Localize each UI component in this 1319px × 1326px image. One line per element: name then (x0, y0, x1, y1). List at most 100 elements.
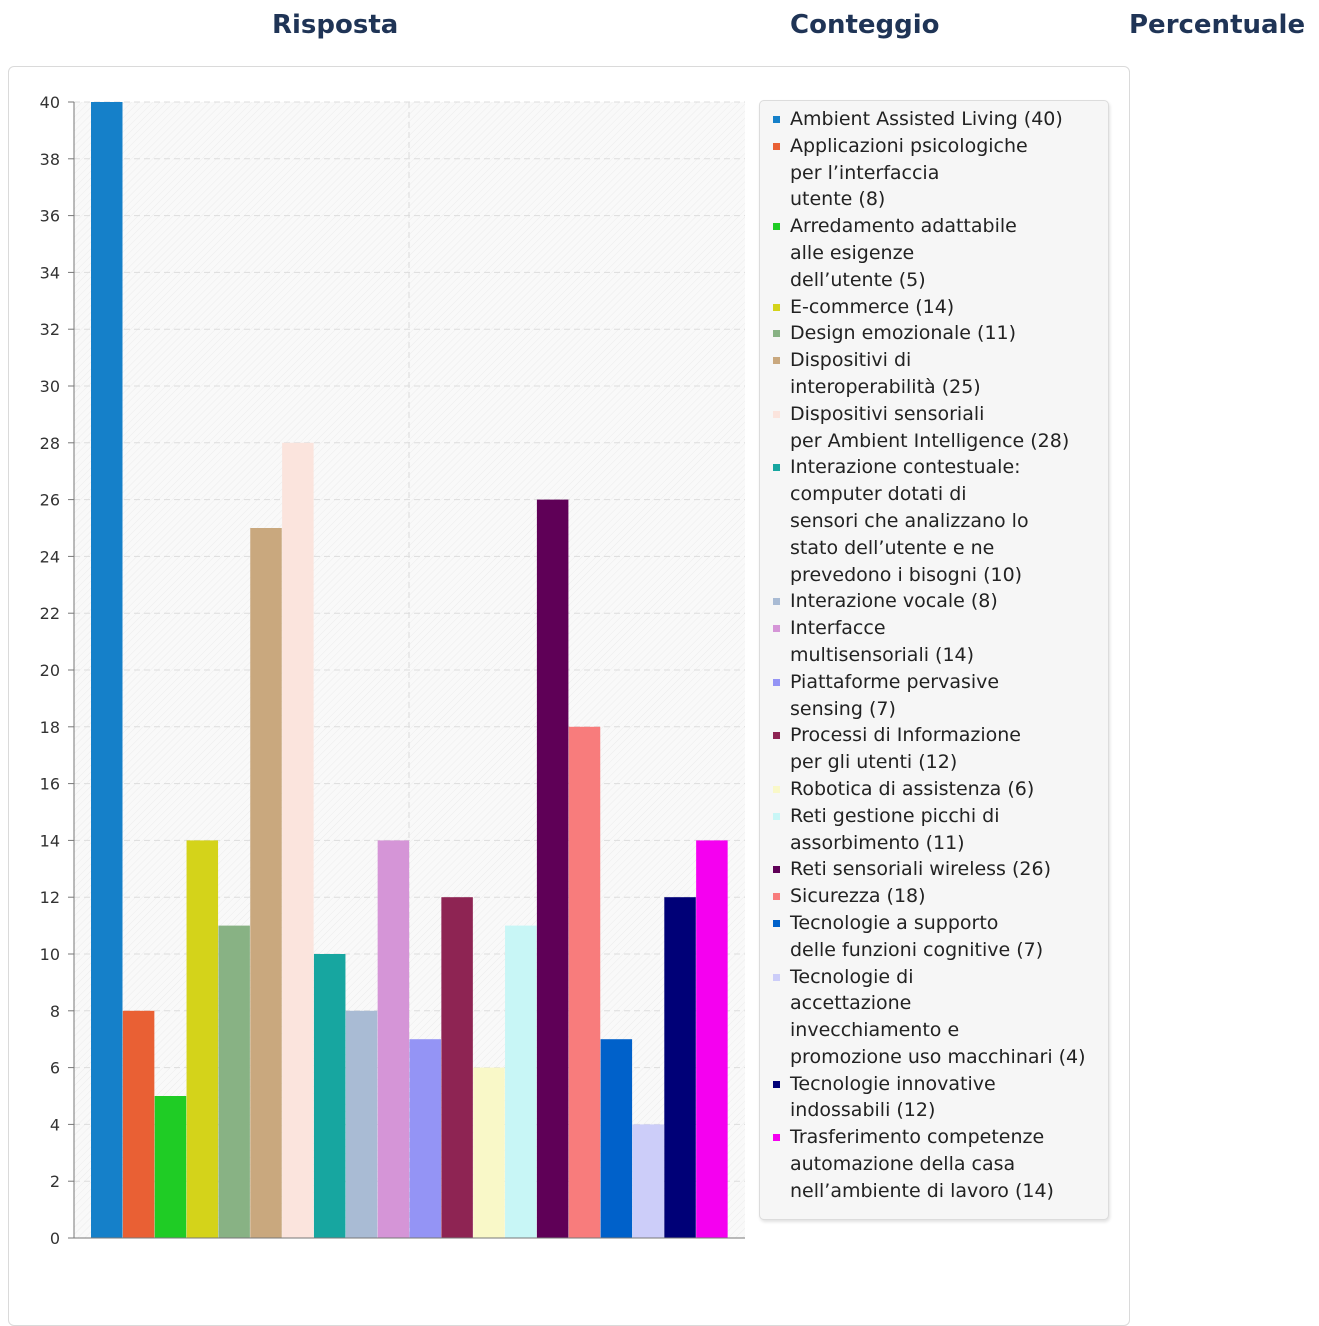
chart-legend: Ambient Assisted Living (40) Applicazioni… (759, 100, 1109, 1220)
y-tick-label: 32 (40, 320, 60, 339)
legend-swatch (773, 330, 780, 338)
y-tick-label: 0 (50, 1229, 60, 1248)
legend-swatch (773, 142, 780, 150)
legend-swatch (773, 1134, 780, 1142)
y-tick-label: 16 (40, 775, 60, 794)
bar[interactable] (473, 1067, 505, 1238)
bar[interactable] (505, 925, 537, 1238)
legend-swatch (773, 732, 780, 740)
legend-item[interactable]: Processi di Informazione per gli utenti … (773, 722, 1102, 776)
bar[interactable] (441, 897, 473, 1238)
legend-swatch (773, 785, 780, 793)
legend-swatch (773, 303, 780, 311)
legend-item[interactable]: Ambient Assisted Living (40) (773, 106, 1102, 133)
y-tick-label: 12 (40, 888, 60, 907)
legend-label: Interazione contestuale: computer dotati… (790, 456, 1029, 586)
legend-swatch (773, 919, 780, 927)
legend-label: Arredamento adattabile alle esigenze del… (790, 215, 1017, 291)
legend-label: Tecnologie a supporto delle funzioni cog… (790, 911, 1044, 961)
bar[interactable] (122, 1010, 155, 1238)
bar[interactable] (218, 925, 250, 1238)
bar[interactable] (377, 840, 410, 1238)
legend-item[interactable]: Arredamento adattabile alle esigenze del… (773, 213, 1102, 293)
bar[interactable] (313, 954, 346, 1238)
y-tick-label: 8 (50, 1002, 60, 1021)
bar[interactable] (409, 1039, 442, 1238)
bar[interactable] (154, 1096, 187, 1238)
legend-label: Tecnologie innovative indossabili (12) (790, 1072, 996, 1122)
legend-swatch (773, 625, 780, 633)
legend-swatch (773, 357, 780, 365)
legend-item[interactable]: Interfacce multisensoriali (14) (773, 615, 1102, 669)
legend-item[interactable]: Tecnologie innovative indossabili (12) (773, 1071, 1102, 1125)
bar[interactable] (345, 1010, 378, 1238)
legend-item[interactable]: Piattaforme pervasive sensing (7) (773, 669, 1102, 723)
legend-item[interactable]: Reti sensoriali wireless (26) (773, 856, 1102, 883)
legend-label: Trasferimento competenze automazione del… (790, 1126, 1054, 1202)
legend-swatch (773, 812, 780, 820)
y-tick-label: 14 (40, 831, 60, 850)
bar[interactable] (186, 840, 219, 1238)
y-tick-label: 2 (50, 1172, 60, 1191)
legend-item[interactable]: Applicazioni psicologiche per l’interfac… (773, 133, 1102, 213)
legend-item[interactable]: Robotica di assistenza (6) (773, 776, 1102, 803)
y-tick-label: 24 (40, 547, 60, 566)
legend-label: Applicazioni psicologiche per l’interfac… (790, 134, 1028, 211)
legend-item[interactable]: Interazione vocale (8) (773, 588, 1102, 615)
y-tick-label: 36 (40, 207, 60, 226)
header-risposta: Risposta (272, 10, 399, 40)
y-tick-label: 10 (40, 945, 60, 964)
y-tick-label: 30 (40, 377, 60, 396)
bar[interactable] (568, 726, 601, 1238)
bar[interactable] (250, 528, 282, 1238)
legend-label: Robotica di assistenza (6) (790, 777, 1035, 800)
y-tick-label: 6 (50, 1059, 60, 1078)
bar[interactable] (536, 499, 569, 1239)
legend-swatch (773, 464, 780, 472)
bars (91, 102, 728, 1239)
legend-swatch (773, 116, 780, 123)
bar[interactable] (600, 1039, 633, 1238)
legend-swatch (773, 866, 780, 874)
bar[interactable] (632, 1124, 664, 1238)
legend-item[interactable]: Reti gestione picchi di assorbimento (11… (773, 803, 1102, 857)
legend-swatch (773, 410, 780, 418)
bar[interactable] (91, 102, 123, 1238)
bar[interactable] (664, 897, 696, 1238)
y-tick-label: 26 (40, 491, 60, 510)
legend-label: Reti sensoriali wireless (26) (790, 858, 1051, 881)
y-tick-label: 34 (40, 263, 60, 282)
legend-item[interactable]: Tecnologie a supporto delle funzioni cog… (773, 910, 1102, 964)
header-conteggio: Conteggio (790, 10, 940, 40)
legend-label: Reti gestione picchi di assorbimento (11… (790, 804, 1000, 854)
header-percentuale: Percentuale (1129, 10, 1306, 40)
legend-item[interactable]: Interazione contestuale: computer dotati… (773, 454, 1102, 588)
bar[interactable] (282, 442, 314, 1238)
legend-label: Processi di Informazione per gli utenti … (790, 724, 1021, 774)
y-tick-label: 20 (40, 661, 60, 680)
legend-item[interactable]: Design emozionale (11) (773, 320, 1102, 347)
legend-swatch (773, 893, 780, 901)
y-tick-label: 28 (40, 434, 60, 453)
legend-item[interactable]: Tecnologie di accettazione invecchiament… (773, 964, 1102, 1071)
legend-label: Interfacce multisensoriali (14) (790, 617, 975, 666)
legend-item[interactable]: Trasferimento competenze automazione del… (773, 1124, 1102, 1204)
legend-item[interactable]: Dispositivi sensoriali per Ambient Intel… (773, 401, 1102, 455)
legend-item[interactable]: Sicurezza (18) (773, 883, 1102, 910)
bar[interactable] (696, 840, 728, 1238)
legend-swatch (773, 1080, 780, 1088)
legend-swatch (773, 598, 780, 606)
legend-swatch (773, 223, 780, 231)
y-tick-label: 22 (40, 604, 60, 623)
legend-item[interactable]: E-commerce (14) (773, 294, 1102, 321)
y-tick-label: 38 (40, 150, 60, 169)
y-tick-label: 18 (40, 718, 60, 737)
legend-swatch (773, 973, 780, 981)
legend-label: Design emozionale (11) (790, 322, 1017, 345)
legend-label: Dispositivi di interoperabilità (25) (790, 349, 981, 398)
y-tick-label: 40 (40, 93, 60, 112)
legend-label: E-commerce (14) (790, 295, 955, 318)
legend-item[interactable]: Dispositivi di interoperabilità (25) (773, 347, 1102, 401)
